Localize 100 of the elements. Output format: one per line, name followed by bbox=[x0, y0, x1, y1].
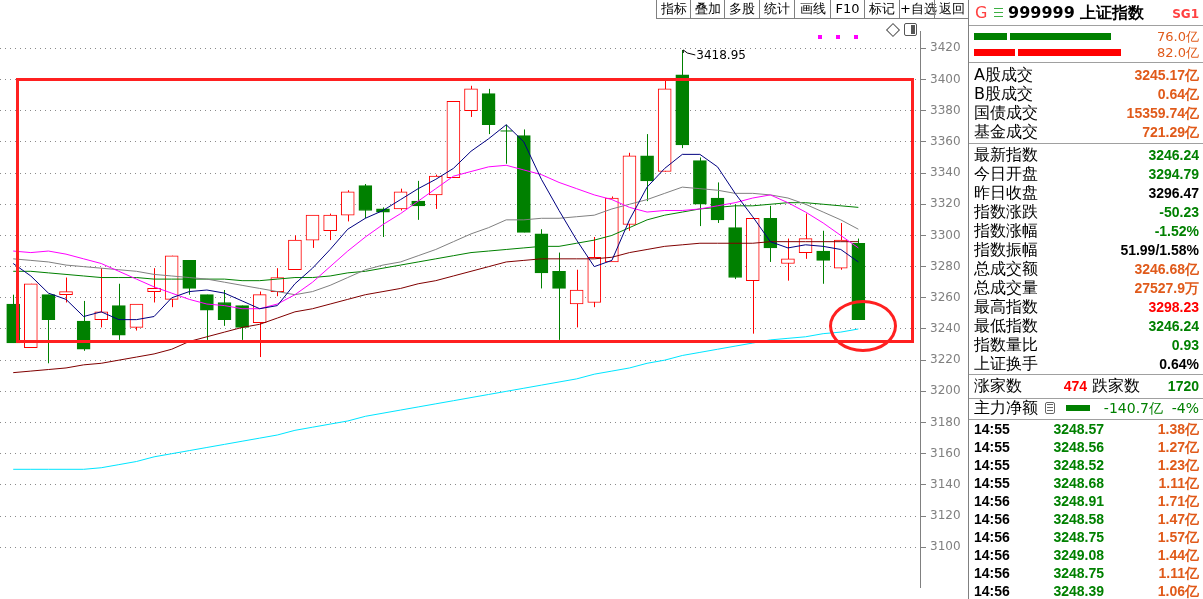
text: 3248.91 bbox=[1053, 492, 1104, 510]
text: 1.11亿 bbox=[1158, 564, 1199, 582]
y-tick-label: 3120 bbox=[930, 508, 961, 523]
y-tick-label: 3340 bbox=[930, 165, 961, 180]
y-tick-label: 3280 bbox=[930, 258, 961, 273]
text: 14:56 bbox=[974, 528, 1010, 546]
annotation: 3418.95 bbox=[696, 48, 746, 63]
text: 最新指数 bbox=[974, 145, 1038, 165]
text: 昨日收盘 bbox=[974, 183, 1038, 203]
text: 14:56 bbox=[974, 492, 1010, 510]
text: 指数涨幅 bbox=[974, 221, 1038, 241]
text: 14:55 bbox=[974, 420, 1010, 438]
text: 14:56 bbox=[974, 510, 1010, 528]
text: 总成交额 bbox=[974, 259, 1038, 279]
text: 14:56 bbox=[974, 582, 1010, 599]
text: 1720 bbox=[1167, 377, 1199, 396]
text: 3248.75 bbox=[1053, 564, 1104, 582]
text: 上证换手 bbox=[974, 354, 1038, 374]
text: 今日开盘 bbox=[974, 164, 1038, 184]
text: 14:55 bbox=[974, 438, 1010, 456]
y-tick-label: 3380 bbox=[930, 102, 961, 117]
text: 1.57亿 bbox=[1157, 528, 1199, 546]
text: G bbox=[975, 2, 988, 24]
text: 跌家数 bbox=[1092, 376, 1140, 396]
text: 27527.9万 bbox=[1134, 279, 1199, 298]
text: -4% bbox=[1171, 399, 1199, 418]
text: A股成交 bbox=[974, 65, 1033, 85]
y-tick-label: 3260 bbox=[930, 289, 961, 304]
text: 国债成交 bbox=[974, 103, 1038, 123]
text: 3246.68亿 bbox=[1134, 260, 1199, 279]
text: 指数振幅 bbox=[974, 240, 1038, 260]
y-tick-label: 3360 bbox=[930, 134, 961, 149]
y-tick-label: 3300 bbox=[930, 227, 961, 242]
text: 指标 bbox=[656, 0, 690, 18]
text: 3246.24 bbox=[1148, 317, 1199, 336]
y-tick-label: 3100 bbox=[930, 539, 961, 554]
text: 3248.52 bbox=[1053, 456, 1104, 474]
text: 0.64% bbox=[1159, 355, 1199, 374]
text: 3294.79 bbox=[1148, 165, 1199, 184]
text: -1.52% bbox=[1154, 222, 1199, 241]
text: 3248.68 bbox=[1053, 474, 1104, 492]
text: 3248.58 bbox=[1053, 510, 1104, 528]
text: 3248.39 bbox=[1053, 582, 1104, 599]
y-tick-label: 3400 bbox=[930, 71, 961, 86]
text: 82.0亿 bbox=[1157, 44, 1199, 62]
text: SG1 bbox=[1172, 6, 1199, 23]
text: 14:56 bbox=[974, 546, 1010, 564]
text: 叠加 bbox=[690, 0, 724, 18]
text: 3248.75 bbox=[1053, 528, 1104, 546]
text: 1.38亿 bbox=[1157, 420, 1199, 438]
text: 3248.56 bbox=[1053, 438, 1104, 456]
text: 15359.74亿 bbox=[1126, 104, 1199, 123]
text: -140.7亿 bbox=[1103, 399, 1163, 418]
text: 1.47亿 bbox=[1157, 510, 1199, 528]
text: 多股 bbox=[724, 0, 759, 18]
text: 721.29亿 bbox=[1142, 123, 1199, 142]
text: 最高指数 bbox=[974, 297, 1038, 317]
text: 999999 上证指数 bbox=[1008, 2, 1145, 24]
text: 14:55 bbox=[974, 474, 1010, 492]
text: 1.06亿 bbox=[1157, 582, 1199, 599]
text: 标记 bbox=[864, 0, 899, 18]
text: 1.71亿 bbox=[1157, 492, 1199, 510]
text: F10 bbox=[830, 0, 864, 18]
text: 3298.23 bbox=[1148, 298, 1199, 317]
text: 14:55 bbox=[974, 456, 1010, 474]
text: B股成交 bbox=[974, 84, 1033, 104]
text: 1.27亿 bbox=[1157, 438, 1199, 456]
text: +自选 bbox=[899, 0, 937, 18]
text: 14:56 bbox=[974, 564, 1010, 582]
text: 0.64亿 bbox=[1157, 85, 1199, 104]
text: 统计 bbox=[759, 0, 794, 18]
y-tick-label: 3240 bbox=[930, 321, 961, 336]
text: 0.93 bbox=[1171, 336, 1199, 355]
text: 最低指数 bbox=[974, 316, 1038, 336]
y-tick-label: 3160 bbox=[930, 445, 961, 460]
text: 基金成交 bbox=[974, 122, 1038, 142]
text: 指数量比 bbox=[974, 335, 1038, 355]
y-tick-label: 3420 bbox=[930, 40, 961, 55]
text: 3296.47 bbox=[1148, 184, 1199, 203]
text: 指数涨跌 bbox=[974, 202, 1038, 222]
text: 主力净额 bbox=[974, 398, 1038, 418]
text: 返回 bbox=[938, 1, 965, 16]
y-tick-label: 3180 bbox=[930, 414, 961, 429]
text: 76.0亿 bbox=[1157, 28, 1199, 46]
y-tick-label: 3200 bbox=[930, 383, 961, 398]
text: 1.23亿 bbox=[1157, 456, 1199, 474]
text: 画线 bbox=[794, 0, 830, 18]
text: 51.99/1.58% bbox=[1120, 241, 1199, 260]
text: -50.23 bbox=[1159, 203, 1199, 222]
text: 1.44亿 bbox=[1157, 546, 1199, 564]
text: 3246.24 bbox=[1148, 146, 1199, 165]
text: 3245.17亿 bbox=[1134, 66, 1199, 85]
text: 474 bbox=[1063, 377, 1087, 396]
y-tick-label: 3320 bbox=[930, 196, 961, 211]
text: 涨家数 bbox=[974, 376, 1022, 396]
text: 3249.08 bbox=[1053, 546, 1104, 564]
y-tick-label: 3140 bbox=[930, 477, 961, 492]
text: 3248.57 bbox=[1053, 420, 1104, 438]
text: 总成交量 bbox=[974, 278, 1038, 298]
text: 1.11亿 bbox=[1158, 474, 1199, 492]
